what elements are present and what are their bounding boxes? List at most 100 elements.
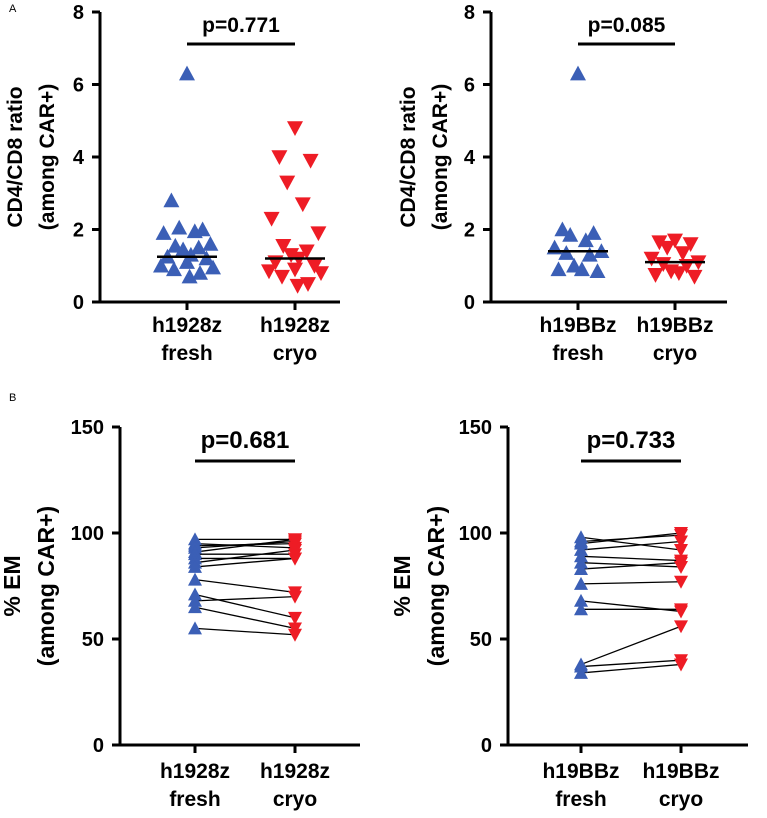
data-point bbox=[589, 263, 606, 278]
y-axis-label: (among CAR+) bbox=[36, 84, 59, 230]
y-tick-label: 100 bbox=[71, 523, 104, 545]
data-point bbox=[186, 223, 203, 239]
data-point bbox=[287, 121, 303, 136]
y-tick-label: 6 bbox=[73, 75, 84, 97]
x-tick-label: h19BBz bbox=[539, 314, 616, 337]
data-point bbox=[674, 556, 688, 570]
data-point bbox=[287, 262, 303, 278]
data-point bbox=[274, 269, 290, 285]
x-tick-label: fresh bbox=[161, 342, 212, 365]
data-point bbox=[188, 559, 202, 573]
y-tick-label: 8 bbox=[73, 2, 84, 24]
data-point bbox=[659, 240, 676, 256]
y-tick-label: 8 bbox=[464, 2, 475, 24]
y-tick-label: 150 bbox=[71, 417, 104, 439]
data-point bbox=[288, 611, 302, 625]
data-point bbox=[175, 241, 192, 257]
data-point bbox=[674, 603, 688, 617]
pair-line bbox=[194, 593, 296, 619]
data-point bbox=[275, 239, 292, 254]
x-tick-label: h19BBz bbox=[642, 760, 719, 783]
x-tick-label: h1928z bbox=[260, 314, 330, 337]
data-point bbox=[190, 239, 207, 255]
data-point bbox=[674, 575, 688, 589]
data-point bbox=[574, 602, 588, 616]
data-point bbox=[577, 232, 594, 248]
pair-line bbox=[194, 578, 296, 594]
data-point bbox=[647, 268, 664, 283]
y-axis-label: % EM bbox=[389, 555, 415, 616]
data-point bbox=[188, 600, 202, 614]
y-tick-label: 50 bbox=[470, 629, 492, 651]
data-point bbox=[288, 590, 302, 604]
pair-line bbox=[580, 663, 682, 674]
y-tick-label: 50 bbox=[82, 629, 104, 651]
p-value-label: p=0.771 bbox=[202, 14, 280, 37]
data-point bbox=[643, 251, 660, 267]
x-tick-label: h1928z bbox=[260, 760, 330, 783]
pair-line bbox=[580, 540, 682, 551]
data-point bbox=[153, 257, 169, 273]
data-point bbox=[554, 221, 571, 237]
p-value-label: p=0.085 bbox=[588, 14, 666, 37]
data-point bbox=[674, 527, 688, 540]
data-point bbox=[585, 225, 602, 240]
y-tick-label: 4 bbox=[464, 147, 476, 169]
x-tick-label: cryo bbox=[273, 788, 317, 811]
data-point bbox=[651, 235, 668, 251]
data-point bbox=[263, 211, 280, 227]
y-tick-label: 4 bbox=[73, 147, 85, 169]
data-point bbox=[288, 628, 302, 642]
data-point bbox=[674, 535, 688, 549]
x-tick-label: h19BBz bbox=[542, 760, 619, 783]
data-point bbox=[179, 254, 195, 269]
data-point bbox=[279, 175, 296, 191]
x-tick-label: fresh bbox=[552, 342, 603, 365]
pair-line bbox=[580, 625, 682, 666]
data-point bbox=[574, 593, 588, 607]
data-point bbox=[188, 621, 202, 635]
pair-line bbox=[580, 581, 682, 585]
pair-line bbox=[194, 606, 296, 630]
y-tick-label: 0 bbox=[93, 735, 104, 757]
y-axis-label: CD4/CD8 ratio bbox=[397, 86, 420, 227]
data-point bbox=[202, 236, 219, 251]
x-tick-label: cryo bbox=[653, 342, 697, 365]
data-point bbox=[310, 226, 327, 242]
pair-line bbox=[194, 549, 296, 564]
data-point bbox=[205, 259, 221, 275]
data-point bbox=[686, 269, 703, 285]
y-axis-label: (among CAR+) bbox=[423, 506, 449, 666]
data-point bbox=[179, 65, 195, 81]
data-point bbox=[171, 219, 188, 235]
pair-line bbox=[194, 557, 296, 568]
x-tick-label: fresh bbox=[169, 788, 220, 811]
pair-line bbox=[580, 562, 682, 568]
panel-label-a: A bbox=[9, 3, 17, 15]
y-tick-label: 0 bbox=[481, 735, 492, 757]
y-axis-label: CD4/CD8 ratio bbox=[4, 86, 27, 227]
y-tick-label: 100 bbox=[459, 523, 492, 545]
y-tick-label: 0 bbox=[464, 292, 475, 314]
data-point bbox=[570, 65, 586, 81]
data-point bbox=[288, 552, 302, 566]
pair-line bbox=[194, 538, 296, 553]
data-point bbox=[574, 576, 588, 590]
data-point bbox=[574, 665, 588, 679]
pair-line bbox=[580, 659, 682, 668]
data-point bbox=[674, 544, 688, 557]
y-tick-label: 2 bbox=[464, 220, 475, 242]
p-value-label: p=0.733 bbox=[587, 427, 676, 454]
data-point bbox=[682, 237, 699, 252]
data-point bbox=[181, 268, 198, 284]
p-value-label: p=0.681 bbox=[201, 427, 290, 454]
pair-line bbox=[580, 536, 682, 551]
data-point bbox=[288, 533, 302, 547]
data-point bbox=[271, 150, 288, 165]
chart-3: 0 50 100 150 h1928z fresh h1928z cryo % EM (among… bbox=[0, 417, 360, 811]
panel-label-b: B bbox=[9, 392, 16, 404]
x-tick-label: cryo bbox=[273, 342, 317, 365]
data-point bbox=[302, 153, 319, 169]
x-tick-label: h1928z bbox=[160, 760, 230, 783]
